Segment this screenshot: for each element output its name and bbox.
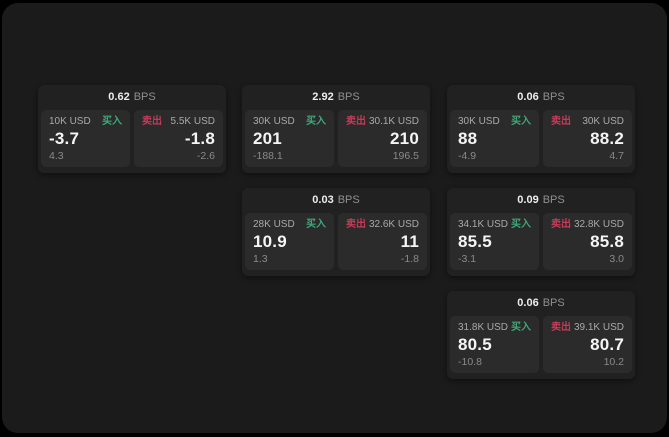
sell-tile[interactable]: 卖出 5.5K USD -1.8 -2.6 (134, 110, 223, 167)
buy-tile[interactable]: 34.1K USD 买入 85.5 -3.1 (450, 213, 539, 270)
spread-value: 2.92 (312, 91, 334, 103)
spread-unit: BPS (542, 297, 565, 309)
quote-card: 0.62 BPS 10K USD 买入 -3.7 4.3 卖出 5.5K USD… (38, 85, 226, 173)
quote-card: 0.03 BPS 28K USD 买入 10.9 1.3 卖出 32.6K US… (242, 188, 430, 276)
quote-card: 0.09 BPS 34.1K USD 买入 85.5 -3.1 卖出 32.8K… (447, 188, 635, 276)
sell-delta: -2.6 (196, 149, 215, 162)
buy-size: 30K USD (253, 116, 295, 127)
quote-body: 34.1K USD 买入 85.5 -3.1 卖出 32.8K USD 85.8… (447, 213, 635, 273)
quote-body: 28K USD 买入 10.9 1.3 卖出 32.6K USD 11 -1.8 (242, 213, 430, 273)
spread-value: 0.62 (108, 91, 130, 103)
sell-size: 5.5K USD (170, 116, 215, 127)
buy-side-label: 买入 (306, 219, 326, 230)
spread-header: 2.92 BPS (242, 85, 430, 110)
buy-size: 28K USD (253, 219, 295, 230)
sell-price: 80.7 (590, 335, 624, 355)
spread-unit: BPS (542, 91, 565, 103)
sell-tile[interactable]: 卖出 32.6K USD 11 -1.8 (338, 213, 427, 270)
buy-price: 88 (458, 129, 478, 149)
buy-delta: -188.1 (253, 149, 283, 162)
spread-value: 0.09 (517, 194, 539, 206)
spread-value: 0.06 (517, 297, 539, 309)
buy-tile[interactable]: 28K USD 买入 10.9 1.3 (245, 213, 334, 270)
quote-body: 10K USD 买入 -3.7 4.3 卖出 5.5K USD -1.8 -2.… (38, 110, 226, 170)
quote-card: 2.92 BPS 30K USD 买入 201 -188.1 卖出 30.1K … (242, 85, 430, 173)
buy-side-label: 买入 (511, 219, 531, 230)
buy-price: 80.5 (458, 335, 492, 355)
buy-delta: 4.3 (49, 149, 64, 162)
quote-body: 30K USD 买入 88 -4.9 卖出 30K USD 88.2 4.7 (447, 110, 635, 170)
buy-size: 30K USD (458, 116, 500, 127)
sell-delta: 196.5 (392, 149, 419, 162)
spread-unit: BPS (133, 91, 156, 103)
sell-tile[interactable]: 卖出 39.1K USD 80.7 10.2 (543, 316, 632, 373)
buy-price: -3.7 (49, 129, 80, 149)
spread-header: 0.06 BPS (447, 291, 635, 316)
buy-tile[interactable]: 30K USD 买入 88 -4.9 (450, 110, 539, 167)
sell-side-label: 卖出 (551, 116, 571, 127)
spread-value: 0.03 (312, 194, 334, 206)
buy-tile[interactable]: 31.8K USD 买入 80.5 -10.8 (450, 316, 539, 373)
buy-side-label: 买入 (511, 322, 531, 333)
buy-side-label: 买入 (306, 116, 326, 127)
spread-unit: BPS (542, 194, 565, 206)
sell-delta: 10.2 (603, 355, 624, 368)
app-panel: 0.62 BPS 10K USD 买入 -3.7 4.3 卖出 5.5K USD… (2, 3, 667, 433)
sell-delta: -1.8 (400, 252, 419, 265)
buy-tile[interactable]: 30K USD 买入 201 -188.1 (245, 110, 334, 167)
spread-value: 0.06 (517, 91, 539, 103)
spread-header: 0.09 BPS (447, 188, 635, 213)
quote-card: 0.06 BPS 30K USD 买入 88 -4.9 卖出 30K USD 8… (447, 85, 635, 173)
buy-delta: 1.3 (253, 252, 268, 265)
buy-price: 201 (253, 129, 282, 149)
sell-delta: 4.7 (609, 149, 624, 162)
buy-delta: -4.9 (458, 149, 477, 162)
quote-body: 30K USD 买入 201 -188.1 卖出 30.1K USD 210 1… (242, 110, 430, 170)
sell-delta: 3.0 (609, 252, 624, 265)
sell-side-label: 卖出 (346, 219, 366, 230)
sell-price: 11 (400, 232, 419, 252)
sell-size: 32.8K USD (573, 219, 624, 230)
spread-header: 0.06 BPS (447, 85, 635, 110)
buy-size: 34.1K USD (458, 219, 509, 230)
sell-side-label: 卖出 (551, 219, 571, 230)
spread-unit: BPS (337, 91, 360, 103)
sell-price: 88.2 (590, 129, 624, 149)
sell-tile[interactable]: 卖出 32.8K USD 85.8 3.0 (543, 213, 632, 270)
buy-price: 85.5 (458, 232, 492, 252)
buy-side-label: 买入 (102, 116, 122, 127)
spread-header: 0.03 BPS (242, 188, 430, 213)
sell-price: 85.8 (590, 232, 624, 252)
sell-side-label: 卖出 (346, 116, 366, 127)
sell-price: -1.8 (184, 129, 215, 149)
buy-size: 10K USD (49, 116, 91, 127)
quote-body: 31.8K USD 买入 80.5 -10.8 卖出 39.1K USD 80.… (447, 316, 635, 376)
spread-unit: BPS (337, 194, 360, 206)
buy-delta: -3.1 (458, 252, 477, 265)
sell-size: 30K USD (582, 116, 624, 127)
spread-header: 0.62 BPS (38, 85, 226, 110)
buy-side-label: 买入 (511, 116, 531, 127)
sell-price: 210 (390, 129, 419, 149)
sell-tile[interactable]: 卖出 30.1K USD 210 196.5 (338, 110, 427, 167)
quote-card: 0.06 BPS 31.8K USD 买入 80.5 -10.8 卖出 39.1… (447, 291, 635, 379)
buy-size: 31.8K USD (458, 322, 509, 333)
sell-size: 39.1K USD (573, 322, 624, 333)
sell-tile[interactable]: 卖出 30K USD 88.2 4.7 (543, 110, 632, 167)
sell-size: 32.6K USD (368, 219, 419, 230)
sell-side-label: 卖出 (551, 322, 571, 333)
buy-tile[interactable]: 10K USD 买入 -3.7 4.3 (41, 110, 130, 167)
buy-delta: -10.8 (458, 355, 482, 368)
buy-price: 10.9 (253, 232, 287, 252)
sell-side-label: 卖出 (142, 116, 162, 127)
sell-size: 30.1K USD (368, 116, 419, 127)
